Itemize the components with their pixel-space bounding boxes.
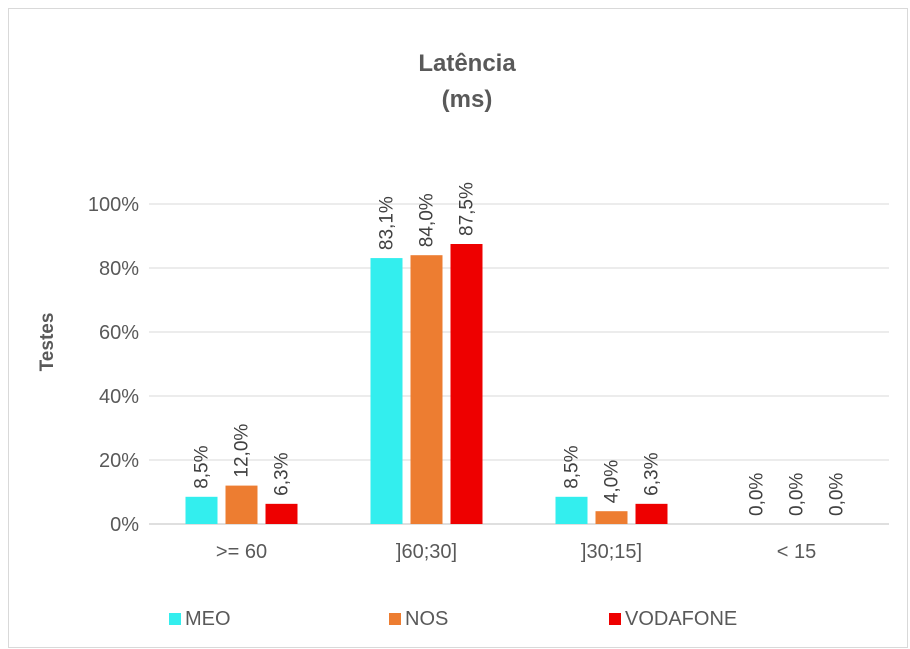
chart-subtitle: (ms)	[442, 86, 493, 113]
legend-label: VODAFONE	[625, 608, 737, 630]
y-axis-label: Testes	[37, 313, 58, 372]
bar	[225, 485, 258, 524]
grid-layer: 0% 20% 40% 60% 80% 100%	[88, 194, 889, 536]
y-tick-label: 60%	[99, 322, 139, 344]
legend-swatch	[609, 613, 621, 625]
bars-layer: >= 60 ]60;30] ]30;15] < 15	[185, 244, 816, 563]
legend-label: MEO	[185, 608, 231, 630]
data-label: 8,5%	[192, 445, 213, 488]
chart-container: Latência (ms) Testes 0% 20% 40% 60% 80% 100% …	[8, 8, 908, 648]
data-label: 87,5%	[457, 182, 478, 236]
bar	[370, 258, 403, 524]
x-tick-label: >= 60	[216, 541, 267, 563]
y-tick-label: 0%	[110, 514, 139, 536]
legend-label: NOS	[405, 608, 448, 630]
bar	[450, 244, 483, 524]
data-labels-layer: 8,5% 12,0% 6,3% 83,1% 84,0% 87,5% 8,5% 4,0% 6,3%…	[192, 182, 848, 516]
data-label: 6,3%	[272, 452, 293, 495]
bar-chart: Latência (ms) Testes 0%20%40%60%80%100% …	[37, 50, 889, 630]
legend: MEO NOS VODAFONE	[169, 608, 737, 630]
data-label: 83,1%	[377, 196, 398, 250]
data-label: 84,0%	[417, 193, 438, 247]
x-tick-label: < 15	[777, 541, 816, 563]
data-label: 0,0%	[787, 473, 808, 516]
y-tick-label: 100%	[88, 194, 139, 216]
y-tick-label: 20%	[99, 450, 139, 472]
bar	[555, 496, 588, 524]
x-tick-label: ]30;15]	[581, 541, 642, 563]
bar	[635, 503, 668, 524]
chart-title: Latência	[418, 50, 516, 77]
data-label: 0,0%	[827, 473, 848, 516]
data-label: 6,3%	[642, 452, 663, 495]
data-label: 0,0%	[747, 473, 768, 516]
bar	[595, 511, 628, 524]
data-label: 12,0%	[232, 424, 253, 478]
y-tick-label: 80%	[99, 258, 139, 280]
bar	[185, 496, 218, 524]
x-tick-label: ]60;30]	[396, 541, 457, 563]
legend-swatch	[169, 613, 181, 625]
bar	[410, 255, 443, 524]
y-tick-label: 40%	[99, 386, 139, 408]
bar	[265, 503, 298, 524]
data-label: 8,5%	[562, 445, 583, 488]
data-label: 4,0%	[602, 460, 623, 503]
legend-swatch	[389, 613, 401, 625]
